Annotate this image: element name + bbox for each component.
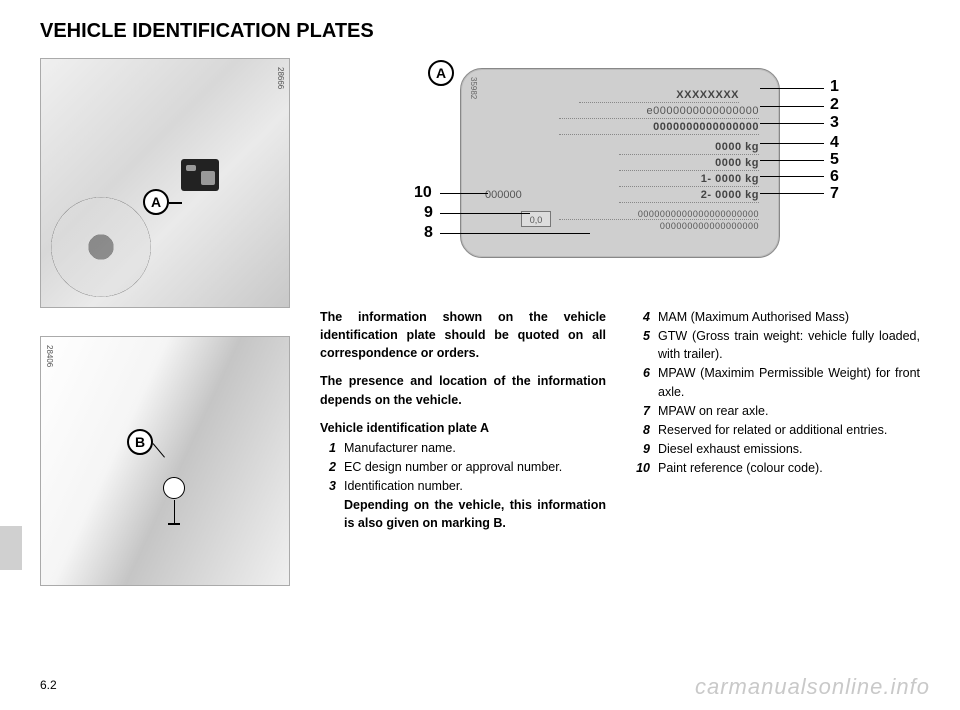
callout-7: 7 bbox=[830, 185, 839, 203]
plate-row-5: 0000 kg bbox=[619, 157, 759, 171]
list-item-note: Depending on the vehicle, this informati… bbox=[320, 496, 606, 532]
callout-6: 6 bbox=[830, 168, 839, 186]
list-item: 2 EC design number or approval number. bbox=[320, 458, 606, 476]
callout-4: 4 bbox=[830, 134, 839, 152]
identification-plate: 35982 XXXXXXXX e0000000000000000 0000000… bbox=[460, 68, 780, 258]
callout-2: 2 bbox=[830, 96, 839, 114]
list-item: 8 Reserved for related or additional ent… bbox=[634, 421, 920, 439]
plate-code-10: 000000 bbox=[485, 189, 522, 201]
diagram: A 35982 XXXXXXXX e0000000000000000 00000… bbox=[410, 58, 920, 278]
intro-1: The information shown on the vehicle ide… bbox=[320, 308, 606, 362]
content-row: 28666 A 28406 B A 35982 XXXXXXXX bbox=[40, 58, 920, 614]
photo-b-body bbox=[41, 337, 289, 585]
callout-3: 3 bbox=[830, 114, 839, 132]
callout-line bbox=[760, 176, 824, 177]
list-title: Vehicle identification plate A bbox=[320, 419, 606, 437]
page: VEHICLE IDENTIFICATION PLATES 28666 A 28… bbox=[0, 0, 960, 710]
callout-8: 8 bbox=[424, 224, 433, 242]
diagram-code: 35982 bbox=[469, 77, 478, 99]
callout-9: 9 bbox=[424, 204, 433, 222]
callout-line bbox=[760, 160, 824, 161]
plate-row-8a: 0000000000000000000000 bbox=[559, 209, 759, 220]
photo-code: 28666 bbox=[276, 67, 285, 89]
list-item: 9 Diesel exhaust emissions. bbox=[634, 440, 920, 458]
wheel-graphic bbox=[51, 197, 151, 297]
list-item: 10 Paint reference (colour code). bbox=[634, 459, 920, 477]
right-area: A 35982 XXXXXXXX e0000000000000000 00000… bbox=[320, 58, 920, 614]
marker-line bbox=[169, 202, 182, 204]
photo-a: 28666 A bbox=[40, 58, 290, 308]
callout-10: 10 bbox=[414, 184, 432, 202]
plate-row-3: 0000000000000000 bbox=[559, 121, 759, 135]
callout-line bbox=[760, 106, 824, 107]
plate-row-4: 0000 kg bbox=[619, 141, 759, 155]
list-item: 5 GTW (Gross train weight: vehicle fully… bbox=[634, 327, 920, 363]
watermark: carmanualsonline.info bbox=[695, 674, 930, 700]
plate-on-door-icon bbox=[181, 159, 219, 191]
marker-a: A bbox=[143, 189, 169, 215]
text-columns: The information shown on the vehicle ide… bbox=[320, 308, 920, 533]
plate-row-7: 2- 0000 kg bbox=[619, 189, 759, 203]
pin-icon bbox=[163, 477, 185, 499]
callout-5: 5 bbox=[830, 151, 839, 169]
callout-line bbox=[760, 193, 824, 194]
list-item: 4 MAM (Maximum Authorised Mass) bbox=[634, 308, 920, 326]
list-item: 3 Identification number. bbox=[320, 477, 606, 495]
list-item: 7 MPAW on rear axle. bbox=[634, 402, 920, 420]
plate-row-2: e0000000000000000 bbox=[559, 105, 759, 119]
plate-row-1: XXXXXXXX bbox=[579, 89, 739, 103]
intro-2: The presence and location of the informa… bbox=[320, 372, 606, 408]
photo-b: 28406 B bbox=[40, 336, 290, 586]
diagram-marker-a: A bbox=[428, 60, 454, 86]
side-tab bbox=[0, 526, 22, 570]
callout-line bbox=[440, 233, 590, 234]
callout-1: 1 bbox=[830, 78, 839, 96]
plate-row-6: 1- 0000 kg bbox=[619, 173, 759, 187]
page-number: 6.2 bbox=[40, 678, 57, 692]
callout-line bbox=[440, 193, 488, 194]
marker-b: B bbox=[127, 429, 153, 455]
callout-line bbox=[760, 88, 824, 89]
text-col-left: The information shown on the vehicle ide… bbox=[320, 308, 606, 533]
callout-line bbox=[760, 143, 824, 144]
list-item: 6 MPAW (Maximim Permissible Weight) for … bbox=[634, 364, 920, 400]
list-item: 1 Manufacturer name. bbox=[320, 439, 606, 457]
left-column: 28666 A 28406 B bbox=[40, 58, 300, 614]
callout-line bbox=[760, 123, 824, 124]
photo-code: 28406 bbox=[45, 345, 54, 367]
callout-line bbox=[440, 213, 530, 214]
page-title: VEHICLE IDENTIFICATION PLATES bbox=[40, 20, 920, 43]
pin-foot bbox=[168, 523, 180, 525]
plate-row-8b: 000000000000000000 bbox=[559, 221, 759, 231]
text-col-right: 4 MAM (Maximum Authorised Mass) 5 GTW (G… bbox=[634, 308, 920, 533]
